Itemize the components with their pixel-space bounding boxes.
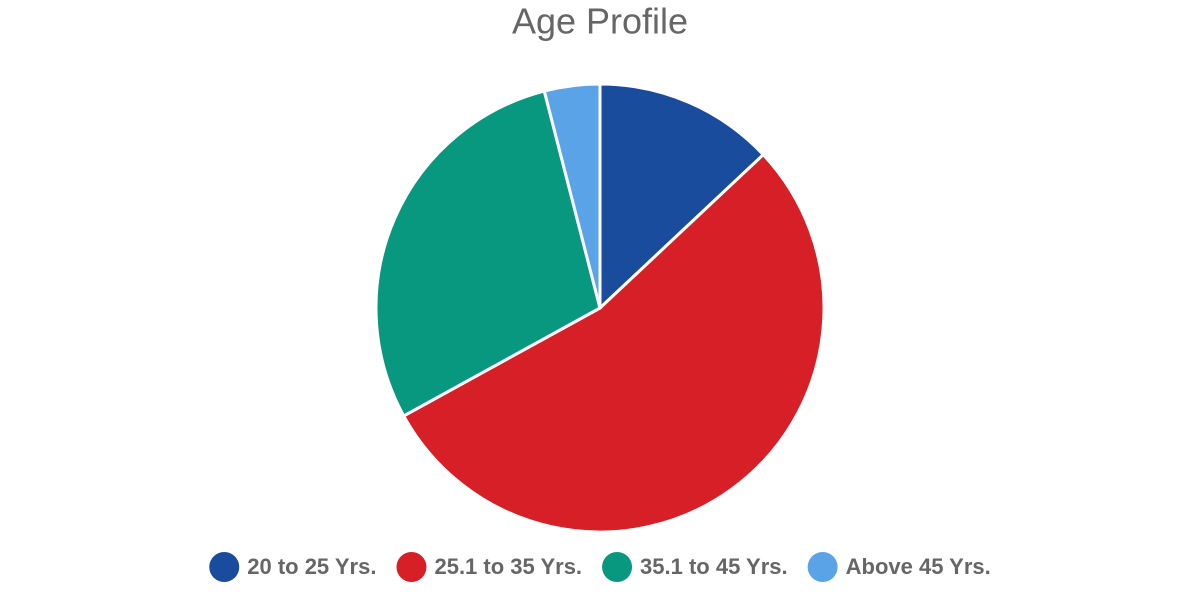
legend-label: 35.1 to 45 Yrs. bbox=[640, 554, 788, 579]
legend-label: 25.1 to 35 Yrs. bbox=[434, 554, 582, 579]
legend-label: Above 45 Yrs. bbox=[846, 554, 991, 579]
legend-label: 20 to 25 Yrs. bbox=[247, 554, 376, 579]
pie-slice bbox=[598, 82, 766, 312]
legend-item[interactable]: 25.1 to 35 Yrs. bbox=[396, 552, 582, 582]
legend-marker bbox=[209, 552, 240, 582]
legend-item[interactable]: 20 to 25 Yrs. bbox=[209, 552, 376, 582]
pie bbox=[374, 82, 826, 534]
legend-marker bbox=[602, 552, 633, 582]
pie-slice bbox=[374, 89, 602, 418]
pie-slice bbox=[401, 152, 826, 534]
legend-marker bbox=[396, 552, 427, 582]
legend: 20 to 25 Yrs. 25.1 to 35 Yrs. 35.1 to 45 Y… bbox=[209, 552, 991, 582]
chart-title: Age Profile bbox=[512, 1, 688, 42]
legend-item[interactable]: Above 45 Yrs. bbox=[807, 552, 991, 582]
legend-item[interactable]: 35.1 to 45 Yrs. bbox=[602, 552, 788, 582]
legend-marker bbox=[807, 552, 838, 582]
pie-slice bbox=[542, 82, 602, 309]
